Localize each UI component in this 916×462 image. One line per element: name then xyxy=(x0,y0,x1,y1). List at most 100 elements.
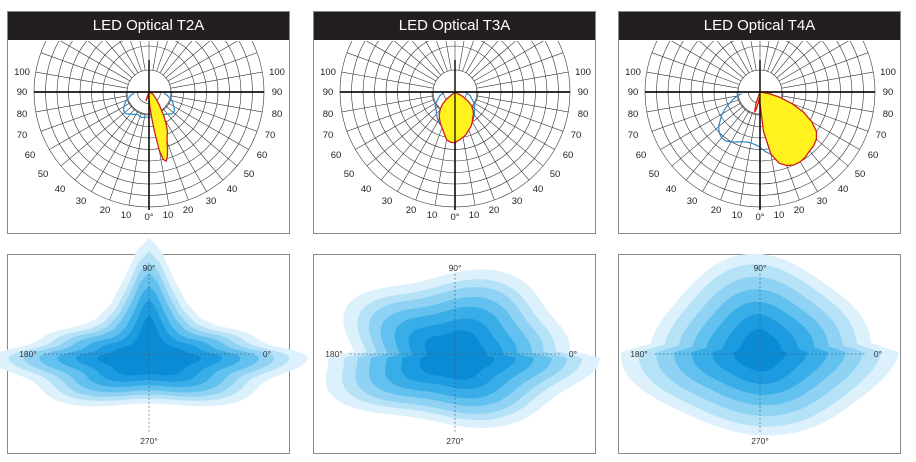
grid-radial xyxy=(685,108,747,181)
radial-tick-label: 40 xyxy=(533,184,544,195)
grid-radial xyxy=(468,41,499,76)
grid-radial xyxy=(716,41,747,76)
radial-tick-label: 20 xyxy=(489,205,500,216)
iso-label-bottom: 270° xyxy=(140,436,158,446)
grid-radial xyxy=(473,41,544,82)
iso-chart-t2a: 90° 270° 180° 0° xyxy=(0,237,308,446)
radial-tick-label: 80 xyxy=(578,109,589,120)
radial-tick-label: 70 xyxy=(571,130,582,141)
radial-tick-label: 80 xyxy=(272,109,283,120)
radial-tick-label: 0° xyxy=(755,212,764,223)
iso-label-top: 90° xyxy=(143,263,156,273)
grid-radial xyxy=(366,41,437,82)
radial-tick-label: 100 xyxy=(625,67,641,78)
radial-tick-label: 70 xyxy=(876,130,887,141)
grid-radial xyxy=(425,41,445,74)
radial-tick-label: 80 xyxy=(883,109,894,120)
grid-radial xyxy=(702,110,750,192)
iso-label-left: 180° xyxy=(630,349,648,359)
grid-radial xyxy=(773,41,804,76)
grid-arc xyxy=(713,45,807,93)
radial-tick-label: 50 xyxy=(855,169,866,180)
radial-tick-label: 100 xyxy=(880,67,896,78)
radial-tick-label: 10 xyxy=(427,210,438,221)
radial-tick-label: 10 xyxy=(163,210,174,221)
iso-label-left: 180° xyxy=(325,349,343,359)
grid-radial xyxy=(767,41,779,72)
grid-radial xyxy=(119,41,139,74)
grid-radial xyxy=(471,41,517,79)
radial-tick-label: 70 xyxy=(17,130,28,141)
grid-radial xyxy=(646,71,739,89)
grid-radial xyxy=(35,71,128,89)
grid-radial xyxy=(698,41,744,79)
grid-radial xyxy=(465,41,485,74)
radial-tick-label: 20 xyxy=(711,205,722,216)
iso-label-bottom: 270° xyxy=(446,436,464,446)
radial-tick-label: 70 xyxy=(323,130,334,141)
iso-chart-t4a: 90° 270° 180° 0° xyxy=(620,253,899,446)
grid-radial xyxy=(60,41,131,82)
polar-panel-t2a: LED Optical T2A 100 100 90 90 80 80 70 70 60 60 50… xyxy=(7,11,290,234)
grid-radial xyxy=(741,41,753,72)
grid-arc xyxy=(45,41,253,93)
radial-tick-label: 60 xyxy=(636,150,647,161)
radial-tick-label: 50 xyxy=(550,169,561,180)
grid-radial xyxy=(165,105,238,167)
polar-grid xyxy=(339,41,571,208)
grid-radial xyxy=(778,41,849,82)
grid-radial xyxy=(458,41,465,71)
radial-tick-label: 90 xyxy=(17,87,28,98)
grid-radial xyxy=(165,41,211,79)
grid-radial xyxy=(341,71,434,89)
series-curve xyxy=(753,91,818,167)
iso-label-top: 90° xyxy=(754,263,767,273)
polar-panel-t4a: LED Optical T4A 100 100 90 90 80 80 70 70 60 60 50… xyxy=(618,11,901,234)
grid-radial xyxy=(167,41,238,82)
radial-tick-label: 40 xyxy=(666,184,677,195)
grid-arc xyxy=(679,41,841,93)
grid-radial xyxy=(671,105,744,167)
iso-panel-t3a: 90° 270° 180° 0° xyxy=(313,254,601,454)
grid-radial xyxy=(720,112,753,201)
grid-radial xyxy=(476,95,569,113)
grid-radial xyxy=(162,108,224,181)
radial-tick-label: 90 xyxy=(883,87,894,98)
grid-arc xyxy=(702,41,818,93)
radial-tick-label: 30 xyxy=(382,196,393,207)
radial-tick-label: 100 xyxy=(14,67,30,78)
radial-tick-label: 10 xyxy=(732,210,743,221)
iso-contour-level xyxy=(420,330,495,380)
grid-arc xyxy=(374,41,536,93)
radial-tick-label: 60 xyxy=(868,150,879,161)
grid-arc xyxy=(397,41,513,93)
grid-radial xyxy=(380,108,442,181)
radial-tick-label: 90 xyxy=(628,87,639,98)
grid-radial xyxy=(159,41,179,74)
grid-radial xyxy=(162,41,193,76)
grid-arc xyxy=(362,41,548,93)
grid-arc xyxy=(91,41,207,93)
polar-panel-t3a: LED Optical T3A 100 100 90 90 80 80 70 70 60 60 50… xyxy=(313,11,596,234)
grid-radial xyxy=(169,52,258,85)
grid-radial xyxy=(739,113,757,206)
grid-radial xyxy=(159,110,207,192)
grid-radial xyxy=(40,52,129,85)
radial-tick-label: 60 xyxy=(257,150,268,161)
panel-title: LED Optical T2A xyxy=(8,12,289,40)
grid-radial xyxy=(355,102,437,150)
radial-tick-label: 10 xyxy=(469,210,480,221)
grid-radial xyxy=(436,41,448,72)
grid-radial xyxy=(74,108,136,181)
grid-radial xyxy=(730,41,750,74)
grid-radial xyxy=(40,99,129,132)
grid-radial xyxy=(671,41,742,82)
grid-radial xyxy=(468,108,530,181)
radial-tick-label: 10 xyxy=(121,210,132,221)
radial-tick-label: 40 xyxy=(227,184,238,195)
grid-radial xyxy=(475,52,564,85)
grid-arc xyxy=(656,41,864,93)
iso-label-right: 0° xyxy=(874,349,882,359)
